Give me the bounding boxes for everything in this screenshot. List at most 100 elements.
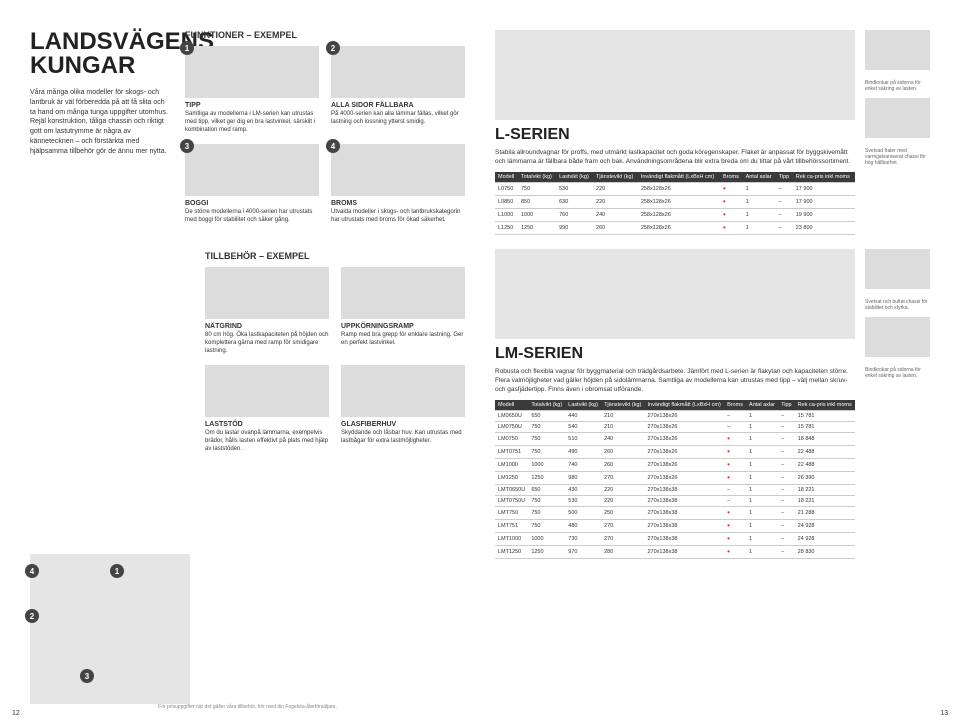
lm-series-desc: Robusta och flexibla vagnar för byggmate… <box>495 367 855 394</box>
table-cell: 1000 <box>528 533 565 546</box>
callout-2: 2 <box>25 609 39 623</box>
table-cell: – <box>778 496 795 507</box>
table-cell: – <box>778 485 795 496</box>
l-side-img-2 <box>865 98 930 138</box>
table-cell: 1 <box>746 507 778 520</box>
l-series-desc: Stabila allroundvagnar för proffs, med u… <box>495 148 855 166</box>
lm-series-hero <box>495 249 855 339</box>
table-cell: – <box>724 485 746 496</box>
table-cell: L0750 <box>495 183 518 196</box>
table-cell: 480 <box>565 520 601 533</box>
table-cell: 270x138x38 <box>644 485 724 496</box>
table-cell: • <box>724 446 746 459</box>
l-side-img-1 <box>865 30 930 70</box>
table-header: Broms <box>720 172 743 183</box>
table-cell: 220 <box>601 485 644 496</box>
table-cell: 270x138x26 <box>644 411 724 422</box>
feature-broms: 4 BROMS Utvalda modeller i skogs- och la… <box>331 144 465 225</box>
table-cell: 220 <box>601 496 644 507</box>
table-cell: 250 <box>601 507 644 520</box>
table-cell: 1 <box>746 433 778 446</box>
table-cell: 650 <box>528 411 565 422</box>
table-row: LMT0750U750530220270x138x38–1–18 221 <box>495 496 855 507</box>
table-cell: 540 <box>565 422 601 433</box>
product-photo-left: 1 2 3 4 <box>30 554 190 704</box>
table-row: LM10001000740260270x138x26•1–22 488 <box>495 459 855 472</box>
table-cell: 850 <box>518 196 556 209</box>
table-cell: 258x128x26 <box>638 209 720 222</box>
table-cell: LMT750 <box>495 507 528 520</box>
table-cell: 18 221 <box>795 485 855 496</box>
funktioner-title: FUNKTIONER – EXEMPEL <box>185 30 465 40</box>
table-cell: • <box>724 507 746 520</box>
lm-side-img-2 <box>865 317 930 357</box>
table-cell: 17 900 <box>793 183 855 196</box>
table-cell: LMT1250 <box>495 546 528 559</box>
table-cell: 750 <box>528 446 565 459</box>
intro-text: Våra många olika modeller för skogs- och… <box>30 88 170 157</box>
callout-4: 4 <box>25 564 39 578</box>
table-cell: 1 <box>743 209 776 222</box>
acc-ramp: UPPKÖRNINGSRAMP Ramp med bra grepp för e… <box>341 267 465 355</box>
table-cell: – <box>778 459 795 472</box>
table-cell: 500 <box>565 507 601 520</box>
table-cell: L1000 <box>495 209 518 222</box>
l-series-block: L-SERIEN Stabila allroundvagnar för prof… <box>495 30 930 235</box>
table-cell: 270 <box>601 533 644 546</box>
table-cell: – <box>778 446 795 459</box>
table-cell: 258x128x26 <box>638 196 720 209</box>
table-header: Tjänstevikt (kg) <box>593 172 638 183</box>
table-header: Totalvikt (kg) <box>518 172 556 183</box>
table-header: Modell <box>495 172 518 183</box>
table-cell: 1000 <box>528 459 565 472</box>
lm-side-note-1: Svetsat och bultat chassi för stabilitet… <box>865 299 930 311</box>
table-cell: 258x128x26 <box>638 222 720 235</box>
table-cell: 220 <box>593 183 638 196</box>
table-cell: • <box>724 459 746 472</box>
acc-title: GLASFIBERHUV <box>341 421 465 428</box>
l-series-table: ModellTotalvikt (kg)Lastvikt (kg)Tjänste… <box>495 172 855 235</box>
table-cell: L0850 <box>495 196 518 209</box>
table-cell: 270 <box>601 472 644 485</box>
table-cell: 750 <box>528 422 565 433</box>
table-cell: 1 <box>746 546 778 559</box>
table-cell: 260 <box>593 222 638 235</box>
right-page: L-SERIEN Stabila allroundvagnar för prof… <box>480 0 960 725</box>
page-number-left: 12 <box>12 710 20 717</box>
acc-natgrind: NÄTGRIND 80 cm hög. Öka lastkapaciteten … <box>205 267 329 355</box>
lm-series-title: LM-SERIEN <box>495 345 855 363</box>
table-cell: – <box>778 533 795 546</box>
table-cell: 440 <box>565 411 601 422</box>
table-cell: 210 <box>601 422 644 433</box>
table-cell: 970 <box>565 546 601 559</box>
table-cell: 1 <box>743 222 776 235</box>
l-side-note-2: Svetsad fraler med varmgalvaniserat chas… <box>865 148 930 166</box>
table-row: L0850850630220258x128x26•1–17 900 <box>495 196 855 209</box>
table-cell: 260 <box>601 446 644 459</box>
feature-title: BOGGI <box>185 200 319 207</box>
table-cell: 21 288 <box>795 507 855 520</box>
table-cell: 1 <box>746 446 778 459</box>
table-cell: L1250 <box>495 222 518 235</box>
feature-boggi: 3 BOGGI De större modellerna i 4000-seri… <box>185 144 319 225</box>
table-header: Tipp <box>778 400 795 411</box>
table-cell: LM0750U <box>495 422 528 433</box>
table-cell: 270x138x38 <box>644 520 724 533</box>
acc-text: 80 cm hög. Öka lastkapaciteten på höjden… <box>205 332 329 355</box>
callout-1: 1 <box>110 564 124 578</box>
table-cell: 1 <box>746 459 778 472</box>
table-header: Invändigt flakmått (LxBxH cm) <box>644 400 724 411</box>
table-cell: 210 <box>601 411 644 422</box>
table-header: Antal axlar <box>746 400 778 411</box>
table-cell: – <box>724 422 746 433</box>
table-cell: 270x138x26 <box>644 422 724 433</box>
table-cell: – <box>778 433 795 446</box>
table-cell: 270x138x38 <box>644 533 724 546</box>
badge-4: 4 <box>326 139 340 153</box>
l-series-title: L-SERIEN <box>495 126 855 144</box>
acc-text: Skyddande och låsbar huv. Kan utrustas m… <box>341 430 465 446</box>
accessories-grid: NÄTGRIND 80 cm hög. Öka lastkapaciteten … <box>205 267 465 454</box>
table-cell: – <box>724 411 746 422</box>
lm-side-img-1 <box>865 249 930 289</box>
table-row: L12501250990260258x128x26•1–23 800 <box>495 222 855 235</box>
